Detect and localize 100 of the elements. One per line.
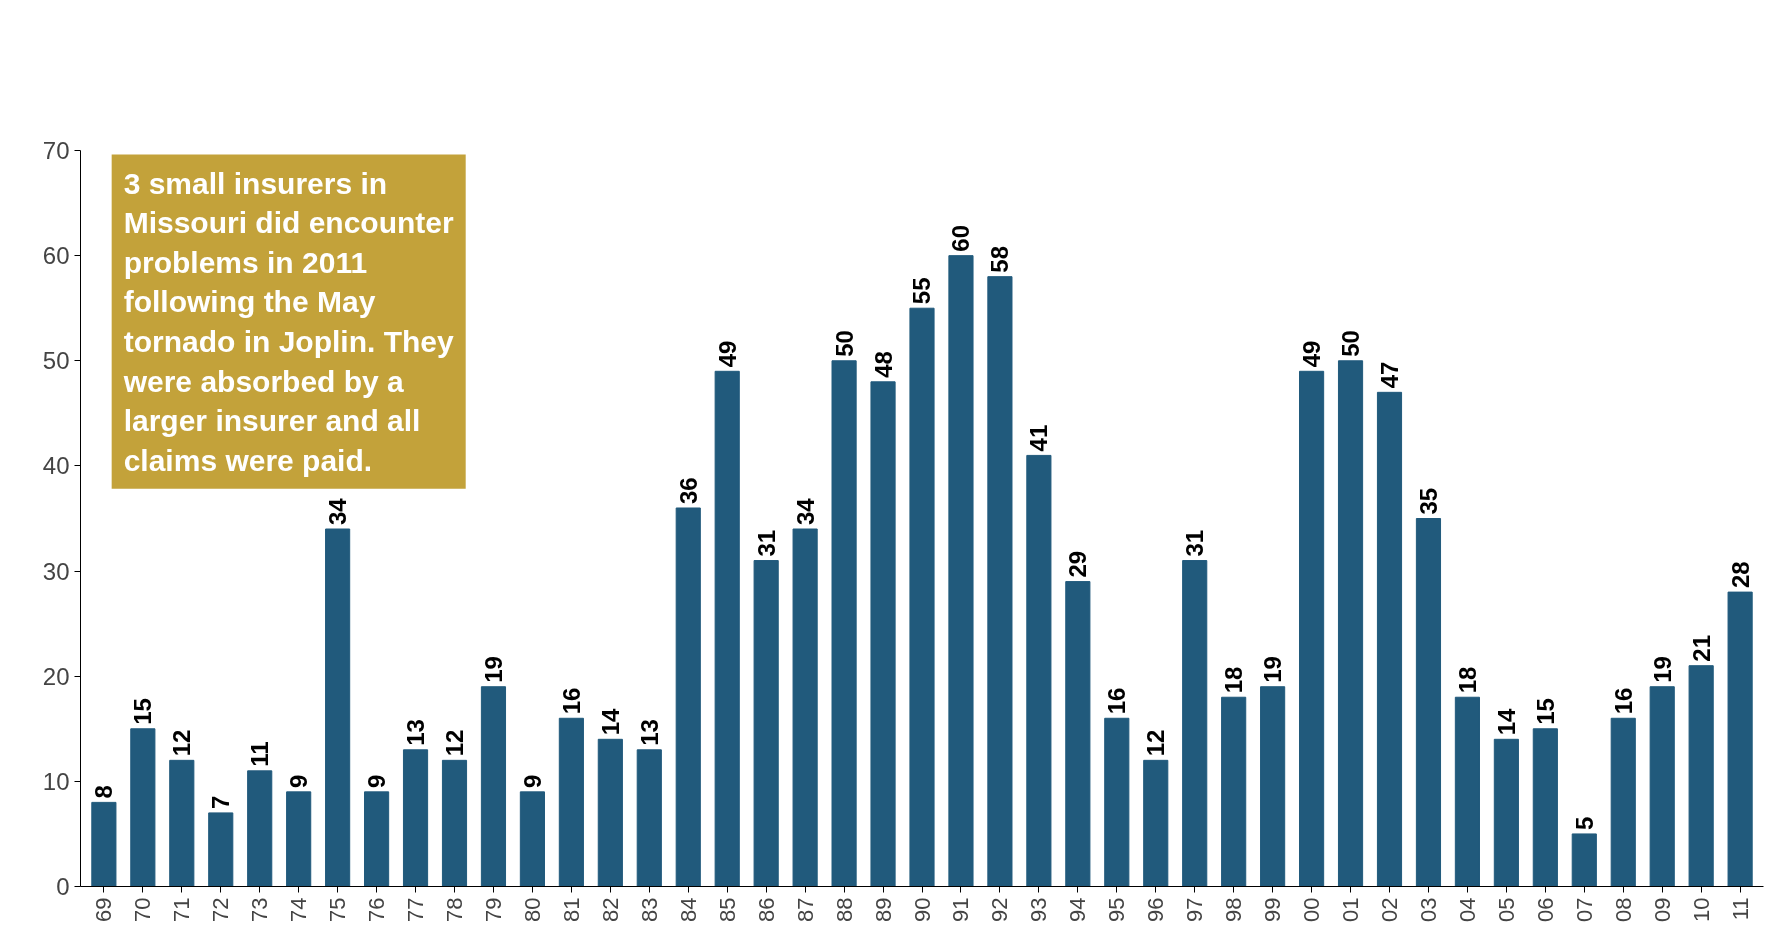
bar [325,528,351,887]
bar [1182,560,1208,887]
x-tick-label: 82 [597,897,623,922]
bar [441,759,468,887]
data-label: 31 [1181,529,1209,557]
data-label: 49 [713,340,741,368]
bar [1493,738,1519,887]
data-label: 15 [1531,698,1559,725]
data-label: 21 [1687,635,1715,662]
x-tick-label: 87 [792,897,818,922]
data-label: 15 [129,698,157,725]
data-label: 18 [1453,666,1481,694]
bar [130,728,156,887]
data-label: 31 [752,529,780,557]
bar [1688,665,1714,887]
data-label: 9 [363,774,391,788]
data-label: 12 [1142,729,1170,757]
data-label: 11 [246,741,274,767]
x-tick-label: 75 [325,897,351,922]
data-label: 12 [168,729,196,757]
bar [909,307,935,887]
bar [169,759,195,887]
x-tick-label: 97 [1182,897,1208,922]
data-label: 7 [207,795,235,809]
bar [753,560,779,887]
x-tick-label: 00 [1299,897,1325,922]
data-label: 19 [479,656,507,683]
data-label: 14 [596,707,624,736]
x-tick-label: 96 [1143,897,1169,922]
data-label: 47 [1376,361,1403,389]
bar [1532,728,1558,887]
x-tick-label: 07 [1571,897,1597,922]
bar [948,255,974,887]
bar [1065,581,1091,887]
bar [597,738,623,887]
data-label: 8 [90,785,118,799]
x-tick-label: 06 [1532,897,1558,922]
x-tick-label: 89 [870,897,896,922]
data-label: 16 [1103,687,1131,715]
x-tick-label: 78 [442,897,467,922]
bar [1026,454,1052,887]
x-tick-label: 05 [1493,897,1519,922]
bar [1610,717,1636,887]
data-label: 13 [635,719,663,746]
bar [870,381,896,887]
data-label: 35 [1414,487,1442,515]
x-tick-label: 02 [1377,897,1402,922]
x-tick-label: 76 [364,897,390,922]
x-tick-label: 95 [1104,897,1130,922]
x-tick-label: 84 [675,897,701,922]
bar [1299,370,1325,887]
data-label: 16 [1609,687,1637,715]
data-label: 16 [557,687,585,715]
x-tick-label: 90 [909,897,935,922]
x-tick-label: 86 [753,897,779,922]
bar [208,812,234,887]
data-label: 12 [441,729,468,757]
x-tick-label: 99 [1260,897,1286,922]
data-label: 9 [518,774,546,788]
x-tick-label: 08 [1610,897,1636,922]
data-label: 34 [324,497,352,526]
x-tick-label: 11 [1727,897,1753,921]
x-tick-label: 91 [948,897,974,922]
x-tick-label: 01 [1338,897,1364,922]
y-tick-label: 0 [56,873,70,900]
bar [714,370,740,887]
bar [1376,391,1403,887]
bar [1454,696,1480,887]
bar [1143,759,1169,887]
x-tick-label: 74 [286,897,312,922]
x-tick-label: 94 [1065,897,1091,922]
y-tick-label: 30 [42,557,70,585]
y-tick-label: 70 [42,137,70,164]
x-tick-label: 93 [1026,897,1052,922]
data-label: 29 [1064,550,1092,578]
bar [792,528,818,887]
bar [519,791,545,887]
bar [1649,686,1675,887]
data-label: 5 [1570,816,1598,830]
bar [1727,591,1753,887]
x-tick-label: 79 [480,897,506,922]
y-tick-label: 50 [42,347,70,375]
data-label: 14 [1492,707,1520,736]
x-tick-label: 77 [403,897,429,922]
bar [364,791,390,887]
bar [286,791,312,887]
data-label: 60 [947,224,975,252]
y-tick-label: 60 [42,242,70,270]
x-tick-label: 73 [247,897,273,922]
bar [636,749,662,887]
x-tick-label: 03 [1415,897,1441,922]
bar [987,276,1013,887]
data-label: 48 [869,351,897,378]
data-label: 36 [674,477,702,504]
data-label: 49 [1298,340,1326,368]
x-tick-label: 92 [987,897,1013,922]
x-tick-label: 85 [714,897,740,922]
data-label: 41 [1025,424,1053,452]
data-label: 58 [986,245,1014,273]
data-label: 13 [402,719,430,746]
